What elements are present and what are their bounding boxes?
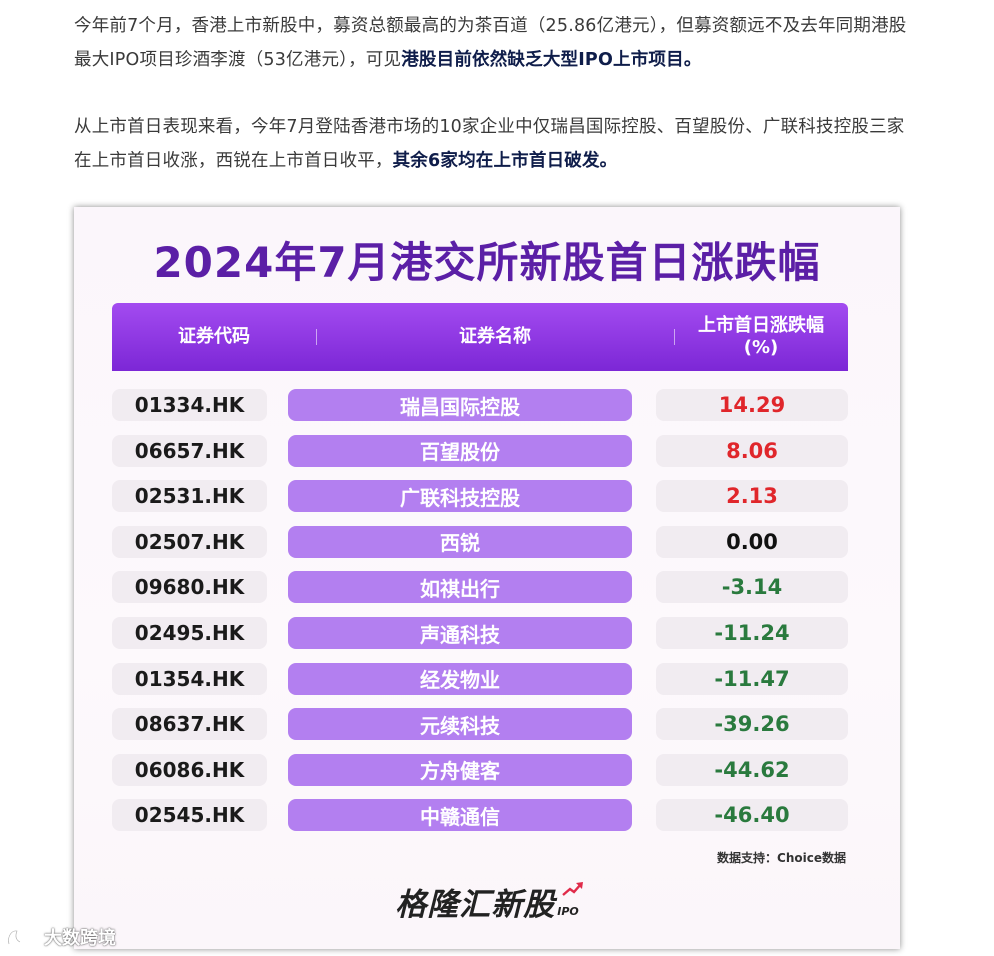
- stock-name: 经发物业: [288, 662, 632, 695]
- stock-code: 01334.HK: [112, 389, 267, 421]
- header-change: 上市首日涨跌幅 (%): [674, 303, 848, 371]
- header-divider: [316, 329, 317, 345]
- stock-code: 08637.HK: [112, 708, 267, 741]
- first-day-change: -44.62: [656, 753, 848, 786]
- table-row: 01334.HK 瑞昌国际控股 14.29: [112, 389, 848, 421]
- stock-code: 02507.HK: [112, 525, 267, 558]
- first-day-change: 8.06: [656, 434, 848, 467]
- intro-paragraph-1: 今年前7个月，香港上市新股中，募资总额最高的为茶百道（25.86亿港元），但募资…: [74, 9, 914, 77]
- stock-code: 06086.HK: [112, 753, 267, 786]
- stock-code: 09680.HK: [112, 571, 267, 604]
- first-day-change: 0.00: [656, 525, 848, 558]
- table-row: 02507.HK 西锐 0.00: [112, 525, 848, 558]
- stock-name: 西锐: [288, 525, 632, 558]
- intro-p1-highlight: 港股目前依然缺乏大型IPO上市项目。: [401, 50, 702, 70]
- first-day-change: 14.29: [656, 389, 848, 421]
- intro-paragraph-2: 从上市首日表现来看，今年7月登陆香港市场的10家企业中仅瑞昌国际控股、百望股份、…: [74, 110, 914, 178]
- first-day-change: -39.26: [656, 708, 848, 741]
- first-day-change: -11.47: [656, 662, 848, 695]
- stock-name: 元续科技: [288, 708, 632, 741]
- stock-name: 瑞昌国际控股: [288, 389, 632, 421]
- ipo-table-image: 2024年7月港交所新股首日涨跌幅 证券代码 证券名称 上市首日涨跌幅 (%) …: [74, 207, 900, 949]
- stock-code: 01354.HK: [112, 662, 267, 695]
- table-row: 09680.HK 如祺出行 -3.14: [112, 571, 848, 604]
- brand-logo: 格隆汇新股 IPO: [74, 879, 900, 924]
- table-row: 02531.HK 广联科技控股 2.13: [112, 480, 848, 513]
- stock-name: 方舟健客: [288, 753, 632, 786]
- stock-name: 广联科技控股: [288, 480, 632, 513]
- dashu-logo-icon: [7, 929, 40, 945]
- intro-p2-highlight: 其余6家均在上市首日破发。: [392, 151, 618, 171]
- table-row: 01354.HK 经发物业 -11.47: [112, 662, 848, 695]
- watermark: 大数跨境: [6, 924, 116, 950]
- first-day-change: -3.14: [656, 571, 848, 604]
- header-change-label: 上市首日涨跌幅 (%): [698, 315, 824, 358]
- first-day-change: -46.40: [656, 799, 848, 832]
- stock-name: 中赣通信: [288, 799, 632, 832]
- intro-p1-text: 今年前7个月，香港上市新股中，募资总额最高的为茶百道（25.86亿港元），但募资…: [74, 16, 907, 70]
- data-source: 数据支持：Choice数据: [717, 851, 846, 865]
- stock-code: 02531.HK: [112, 480, 267, 513]
- table-row: 08637.HK 元续科技 -39.26: [112, 708, 848, 741]
- trend-arrow-icon: [562, 882, 583, 896]
- stock-name: 如祺出行: [288, 571, 632, 604]
- header-code: 证券代码: [178, 326, 250, 347]
- table-title: 2024年7月港交所新股首日涨跌幅: [153, 238, 821, 287]
- stock-code: 02545.HK: [112, 799, 267, 832]
- table-row: 06657.HK 百望股份 8.06: [112, 434, 848, 467]
- intro-p2-text: 从上市首日表现来看，今年7月登陆香港市场的10家企业中仅瑞昌国际控股、百望股份、…: [74, 117, 905, 171]
- table-header: 证券代码 证券名称 上市首日涨跌幅 (%): [112, 303, 848, 371]
- first-day-change: -11.24: [656, 617, 848, 649]
- brand-sub: IPO: [557, 905, 579, 918]
- brand-name: 格隆汇新股: [395, 887, 556, 923]
- table-row: 06086.HK 方舟健客 -44.62: [112, 753, 848, 786]
- stock-code: 06657.HK: [112, 434, 267, 467]
- table-row: 02545.HK 中赣通信 -46.40: [112, 799, 848, 832]
- watermark-text: 大数跨境: [44, 928, 116, 949]
- header-name: 证券名称: [459, 326, 531, 347]
- stock-name: 百望股份: [288, 434, 632, 467]
- table-row: 02495.HK 声通科技 -11.24: [112, 617, 848, 649]
- stock-name: 声通科技: [288, 617, 632, 649]
- first-day-change: 2.13: [656, 480, 848, 513]
- header-divider: [674, 329, 675, 345]
- stock-code: 02495.HK: [112, 617, 267, 649]
